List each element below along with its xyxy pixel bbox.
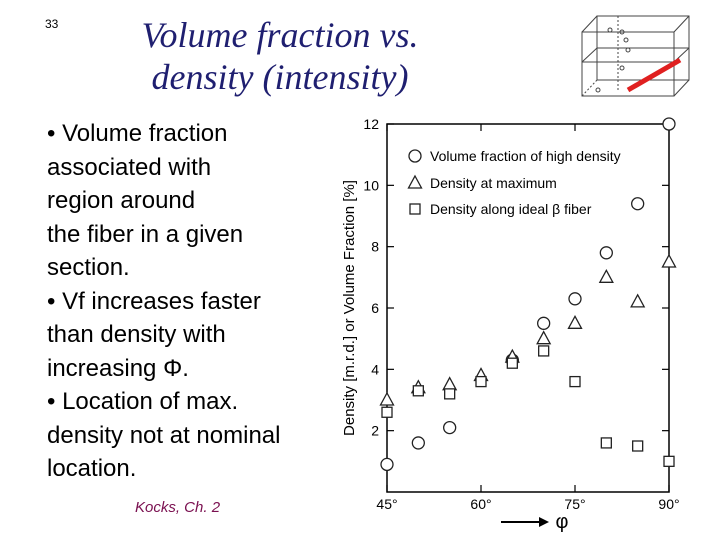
data-point-square bbox=[600, 437, 612, 449]
y-tick-label: 6 bbox=[371, 300, 379, 316]
data-point-triangle bbox=[567, 314, 583, 329]
slide-title-line-2: density (intensity) bbox=[151, 57, 409, 97]
x-tick-label: 75° bbox=[564, 496, 585, 512]
scatter-chart: 45° 60° 75° 90° 2 4 6 8 10 12 Density [m.r.d.] or … bbox=[341, 116, 680, 532]
data-point-square bbox=[444, 388, 456, 400]
y-tick-label: 4 bbox=[371, 361, 379, 377]
bullet-line: the fiber in a given bbox=[47, 220, 244, 248]
legend-marker-square bbox=[409, 203, 421, 215]
bullet-line: • Vf increases faster bbox=[47, 287, 261, 315]
bullet-line: region around bbox=[47, 187, 196, 214]
y-tick-label: 12 bbox=[363, 116, 379, 132]
data-point-square bbox=[663, 455, 675, 467]
x-tick-label: 60° bbox=[470, 496, 491, 512]
y-axis-label: Density [m.r.d.] or Volume Fraction [%] bbox=[341, 180, 358, 436]
bullet-line: than density with bbox=[47, 321, 226, 348]
reference-citation: Kocks, Ch. 2 bbox=[135, 499, 221, 516]
data-point-square bbox=[475, 375, 487, 388]
y-tick-label: 2 bbox=[371, 423, 379, 439]
y-tick-label: 8 bbox=[371, 239, 379, 255]
legend-marker-triangle bbox=[407, 174, 423, 189]
legend-label: Volume fraction of high density bbox=[430, 148, 621, 164]
euler-space-thumbnail bbox=[581, 15, 690, 97]
slide-title-line-1: Volume fraction vs. bbox=[141, 15, 419, 55]
data-point-circle bbox=[411, 436, 425, 450]
data-point-square bbox=[506, 357, 518, 369]
thumbnail-cube-front bbox=[581, 31, 675, 97]
legend-label: Density at maximum bbox=[430, 175, 557, 191]
x-axis-arrow-head bbox=[539, 517, 549, 527]
data-point-square bbox=[412, 385, 424, 397]
data-point-triangle bbox=[630, 293, 646, 308]
data-point-circle bbox=[599, 246, 613, 260]
legend-marker-circle bbox=[408, 149, 422, 163]
data-point-triangle bbox=[661, 253, 677, 268]
slide-number: 33 bbox=[45, 17, 59, 31]
data-point-square bbox=[381, 406, 393, 418]
data-point-circle bbox=[662, 117, 676, 131]
data-point-circle bbox=[568, 292, 582, 306]
data-point-triangle bbox=[379, 391, 395, 406]
legend-label: Density along ideal β fiber bbox=[430, 201, 592, 217]
bullet-line: density not at nominal bbox=[47, 421, 281, 449]
bullet-line: associated with bbox=[47, 153, 212, 181]
bullet-line: • Volume fraction bbox=[47, 120, 228, 147]
x-tick-label: 45° bbox=[376, 496, 397, 512]
bullet-line: increasing Φ. bbox=[47, 354, 189, 382]
data-point-square bbox=[569, 375, 581, 388]
data-point-circle bbox=[443, 420, 457, 435]
data-point-triangle bbox=[442, 376, 458, 391]
beta-fiber-arrow bbox=[626, 57, 682, 93]
data-point-square bbox=[538, 345, 550, 357]
data-point-circle bbox=[380, 457, 394, 472]
data-point-triangle bbox=[536, 330, 552, 345]
slide-title: Volume fraction vs. density (intensity) bbox=[100, 14, 460, 98]
bullet-list: • Volume fraction associated with region… bbox=[47, 117, 337, 486]
bullet-line: location. bbox=[47, 455, 137, 482]
x-axis-label: φ bbox=[556, 511, 569, 532]
bullet-line: • Location of max. bbox=[47, 388, 239, 415]
data-point-triangle bbox=[598, 268, 614, 283]
bullet-line: section. bbox=[47, 254, 130, 281]
x-tick-label: 90° bbox=[658, 496, 679, 512]
data-point-circle bbox=[631, 197, 645, 211]
data-point-square bbox=[632, 440, 644, 452]
data-point-circle bbox=[537, 316, 551, 330]
y-tick-label: 10 bbox=[363, 177, 379, 193]
